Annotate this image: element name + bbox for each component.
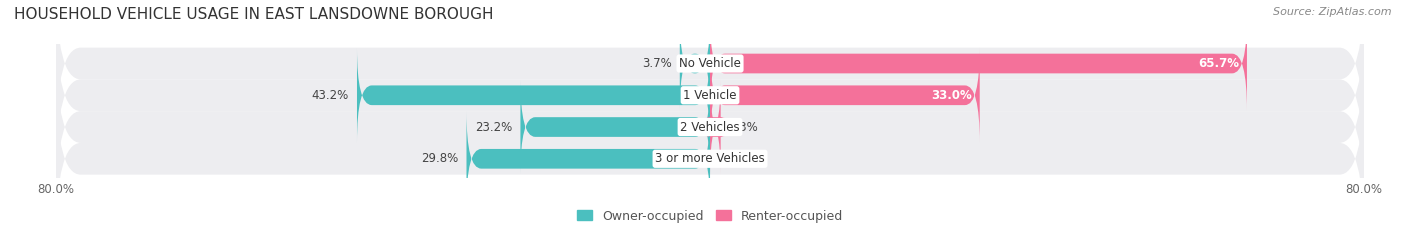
Legend: Owner-occupied, Renter-occupied: Owner-occupied, Renter-occupied [572,205,848,228]
FancyBboxPatch shape [56,48,1364,206]
Text: 29.8%: 29.8% [420,152,458,165]
FancyBboxPatch shape [56,16,1364,175]
FancyBboxPatch shape [679,16,710,111]
Text: 3 or more Vehicles: 3 or more Vehicles [655,152,765,165]
Text: 23.2%: 23.2% [475,121,512,134]
Text: 65.7%: 65.7% [1198,57,1239,70]
FancyBboxPatch shape [710,48,980,143]
FancyBboxPatch shape [520,80,710,174]
Text: No Vehicle: No Vehicle [679,57,741,70]
Text: 43.2%: 43.2% [312,89,349,102]
FancyBboxPatch shape [710,16,1247,111]
Text: 2 Vehicles: 2 Vehicles [681,121,740,134]
Text: 1.3%: 1.3% [728,121,759,134]
Text: 1 Vehicle: 1 Vehicle [683,89,737,102]
FancyBboxPatch shape [56,79,1364,234]
Text: 3.7%: 3.7% [643,57,672,70]
FancyBboxPatch shape [357,48,710,143]
FancyBboxPatch shape [467,111,710,206]
FancyBboxPatch shape [56,0,1364,143]
Text: HOUSEHOLD VEHICLE USAGE IN EAST LANSDOWNE BOROUGH: HOUSEHOLD VEHICLE USAGE IN EAST LANSDOWN… [14,7,494,22]
Text: 0.0%: 0.0% [718,152,748,165]
Text: 33.0%: 33.0% [931,89,972,102]
FancyBboxPatch shape [706,80,724,174]
Text: Source: ZipAtlas.com: Source: ZipAtlas.com [1274,7,1392,17]
